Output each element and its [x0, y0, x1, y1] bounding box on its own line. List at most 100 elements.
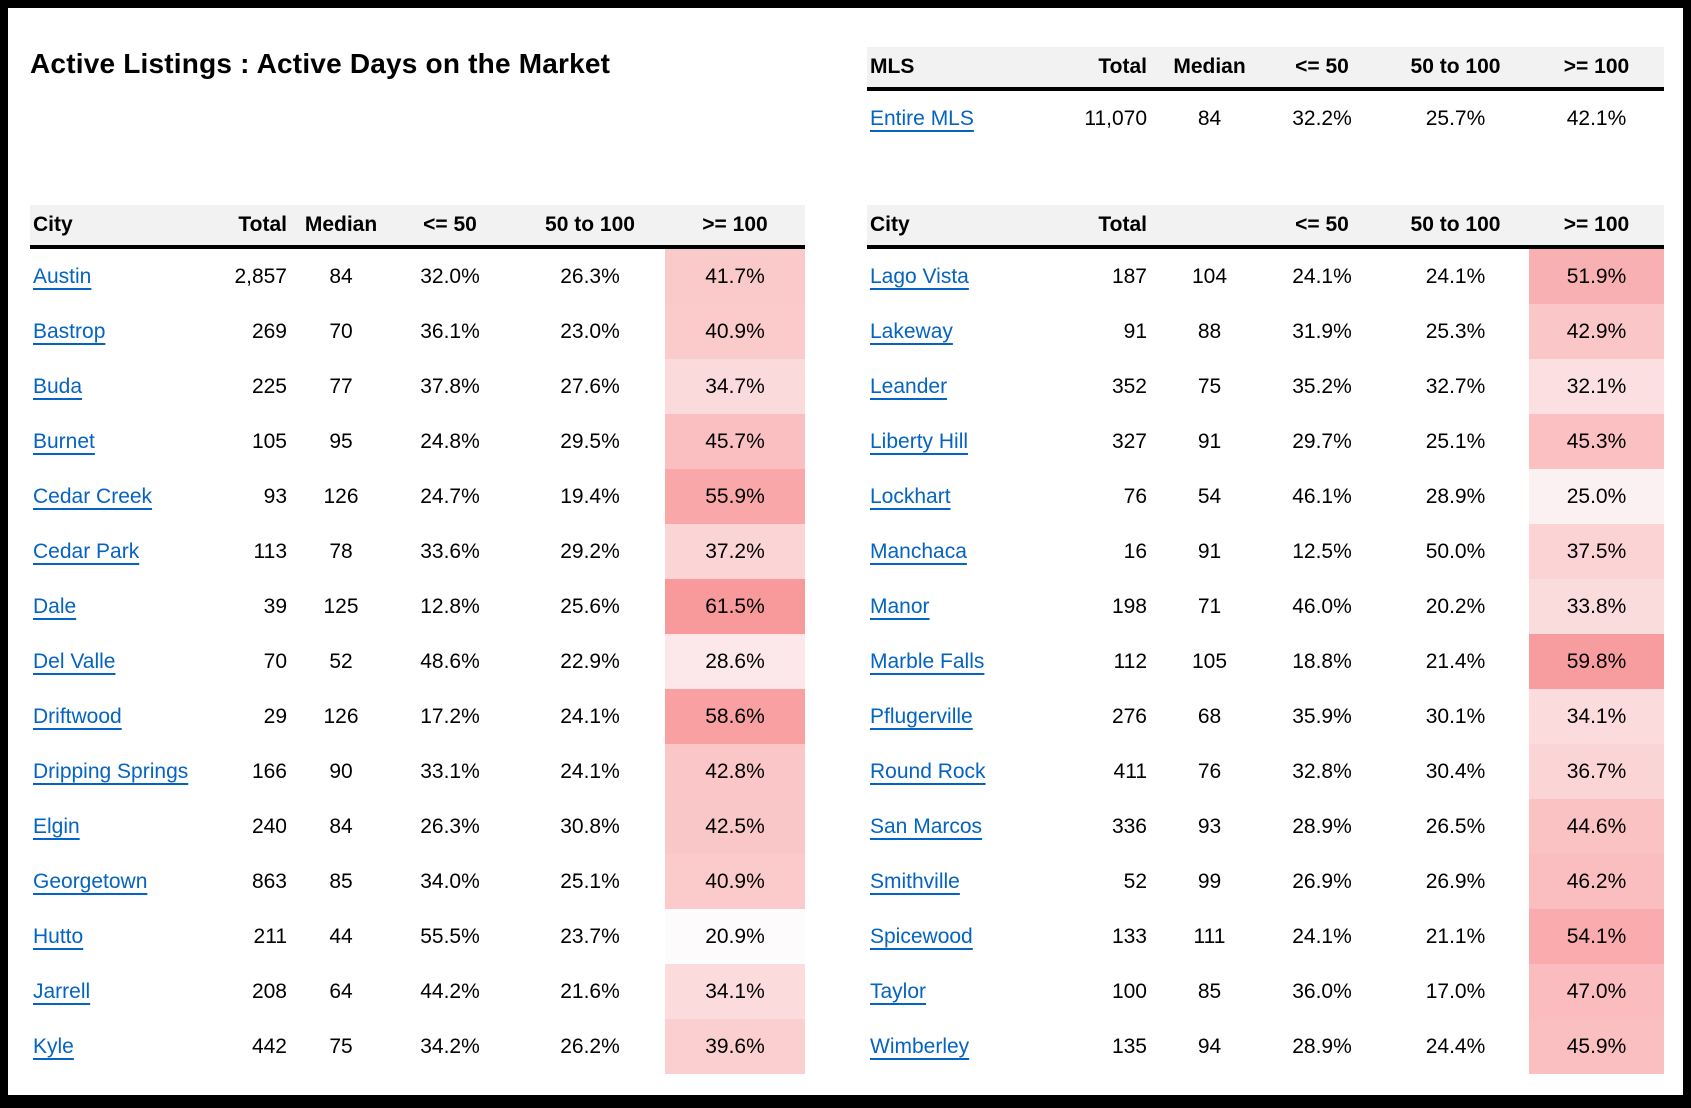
median-cell: 78 [329, 539, 353, 563]
le50-cell: 34.2% [420, 1034, 480, 1058]
le50-cell: 35.2% [1292, 374, 1352, 398]
mid-cell: 23.7% [560, 924, 620, 948]
city-link[interactable]: Lakeway [870, 319, 953, 343]
median-cell: 71 [1197, 594, 1222, 618]
city-link[interactable]: Jarrell [33, 979, 91, 1003]
city-link[interactable]: Buda [33, 374, 83, 398]
name-cell: Leander [867, 375, 1067, 399]
city-link[interactable]: Manchaca [870, 539, 967, 563]
mid-cell: 30.8% [560, 814, 620, 838]
name-cell: Marble Falls [867, 650, 1067, 674]
total-cell: 2,857 [234, 264, 287, 288]
median-cell: 95 [329, 429, 353, 453]
mid-cell: 26.2% [560, 1034, 620, 1058]
mid-cell: 21.6% [560, 979, 620, 1003]
city-link[interactable]: Dripping Springs [33, 759, 189, 783]
total-cell: 166 [251, 759, 287, 783]
city-link[interactable]: Manor [870, 594, 930, 618]
city-link[interactable]: Taylor [870, 979, 927, 1003]
column-header-mid: 50 to 100 [545, 213, 635, 236]
city-table-left-body: Austin 2,857 84 32.0% 26.3% 41.7% Bastrop 269 70… [30, 249, 805, 1074]
mid-cell: 28.9% [1425, 484, 1486, 508]
mls-link[interactable]: Entire MLS [870, 106, 974, 130]
median-cell: 84 [329, 264, 353, 288]
city-link[interactable]: Wimberley [870, 1034, 970, 1058]
city-link[interactable]: Dale [33, 594, 77, 618]
city-link[interactable]: Cedar Park [33, 539, 140, 563]
ge100-cell: 20.9% [665, 909, 805, 964]
ge100-cell: 59.8% [1529, 634, 1664, 689]
city-link[interactable]: Leander [870, 374, 948, 398]
le50-cell: 33.6% [420, 539, 480, 563]
le50-cell: 32.0% [420, 264, 480, 288]
median-cell: 84 [1197, 106, 1222, 130]
name-cell: Dripping Springs [30, 760, 225, 784]
table-row: Manchaca 16 91 12.5% 50.0% 37.5% [867, 524, 1664, 579]
ge100-cell: 37.2% [665, 524, 805, 579]
total-cell: 39 [263, 594, 287, 618]
city-link[interactable]: Round Rock [870, 759, 986, 783]
city-link[interactable]: Burnet [33, 429, 95, 453]
table-row: Cedar Creek 93 126 24.7% 19.4% 55.9% [30, 469, 805, 524]
table-row: Georgetown 863 85 34.0% 25.1% 40.9% [30, 854, 805, 909]
name-cell: Spicewood [867, 925, 1067, 949]
median-cell: 54 [1197, 484, 1222, 508]
mid-cell: 32.7% [1425, 374, 1486, 398]
name-cell: Dale [30, 595, 225, 619]
ge100-cell: 32.1% [1529, 359, 1664, 414]
city-link[interactable]: Elgin [33, 814, 80, 838]
mls-table-body: Entire MLS 11,070 84 32.2% 25.7% 42.1% [867, 91, 1664, 146]
city-link[interactable]: Lockhart [870, 484, 951, 508]
median-cell: 90 [329, 759, 353, 783]
city-link[interactable]: Driftwood [33, 704, 122, 728]
name-cell: Manor [867, 595, 1067, 619]
table-row: Entire MLS 11,070 84 32.2% 25.7% 42.1% [867, 91, 1664, 146]
ge100-cell: 40.9% [665, 304, 805, 359]
ge100-cell: 54.1% [1529, 909, 1664, 964]
table-row: Del Valle 70 52 48.6% 22.9% 28.6% [30, 634, 805, 689]
city-link[interactable]: Marble Falls [870, 649, 985, 673]
median-cell: 64 [329, 979, 353, 1003]
city-link[interactable]: San Marcos [870, 814, 983, 838]
name-cell: Bastrop [30, 320, 225, 344]
table-row: Leander 352 75 35.2% 32.7% 32.1% [867, 359, 1664, 414]
city-link[interactable]: Bastrop [33, 319, 106, 343]
ge100-cell: 44.6% [1529, 799, 1664, 854]
city-link[interactable]: Austin [33, 264, 92, 288]
mid-cell: 25.7% [1425, 106, 1486, 130]
total-cell: 336 [1111, 814, 1147, 838]
city-link[interactable]: Cedar Creek [33, 484, 153, 508]
ge100-cell: 33.8% [1529, 579, 1664, 634]
city-link[interactable]: Spicewood [870, 924, 973, 948]
table-row: Bastrop 269 70 36.1% 23.0% 40.9% [30, 304, 805, 359]
city-link[interactable]: Del Valle [33, 649, 116, 673]
total-cell: 276 [1111, 704, 1147, 728]
column-header-total: Total [1098, 55, 1147, 78]
total-cell: 70 [263, 649, 287, 673]
city-link[interactable]: Liberty Hill [870, 429, 969, 453]
name-cell: Del Valle [30, 650, 225, 674]
city-link[interactable]: Georgetown [33, 869, 148, 893]
median-cell: 99 [1197, 869, 1222, 893]
mid-cell: 25.6% [560, 594, 620, 618]
report-content: Active Listings : Active Days on the Mar… [8, 8, 1683, 1095]
city-link[interactable]: Lago Vista [870, 264, 969, 288]
table-row: Manor 198 71 46.0% 20.2% 33.8% [867, 579, 1664, 634]
ge100-cell: 47.0% [1529, 964, 1664, 1019]
table-row: Dripping Springs 166 90 33.1% 24.1% 42.8% [30, 744, 805, 799]
city-link[interactable]: Hutto [33, 924, 84, 948]
name-cell: Liberty Hill [867, 430, 1067, 454]
le50-cell: 24.1% [1292, 264, 1352, 288]
mid-cell: 27.6% [560, 374, 620, 398]
table-row: Round Rock 411 76 32.8% 30.4% 36.7% [867, 744, 1664, 799]
mid-cell: 21.1% [1425, 924, 1486, 948]
table-row: Hutto 211 44 55.5% 23.7% 20.9% [30, 909, 805, 964]
page-title: Active Listings : Active Days on the Mar… [30, 48, 611, 79]
city-link[interactable]: Smithville [870, 869, 960, 893]
total-cell: 100 [1111, 979, 1147, 1003]
city-link[interactable]: Pflugerville [870, 704, 973, 728]
mid-cell: 23.0% [560, 319, 620, 343]
le50-cell: 12.8% [420, 594, 480, 618]
city-link[interactable]: Kyle [33, 1034, 74, 1058]
